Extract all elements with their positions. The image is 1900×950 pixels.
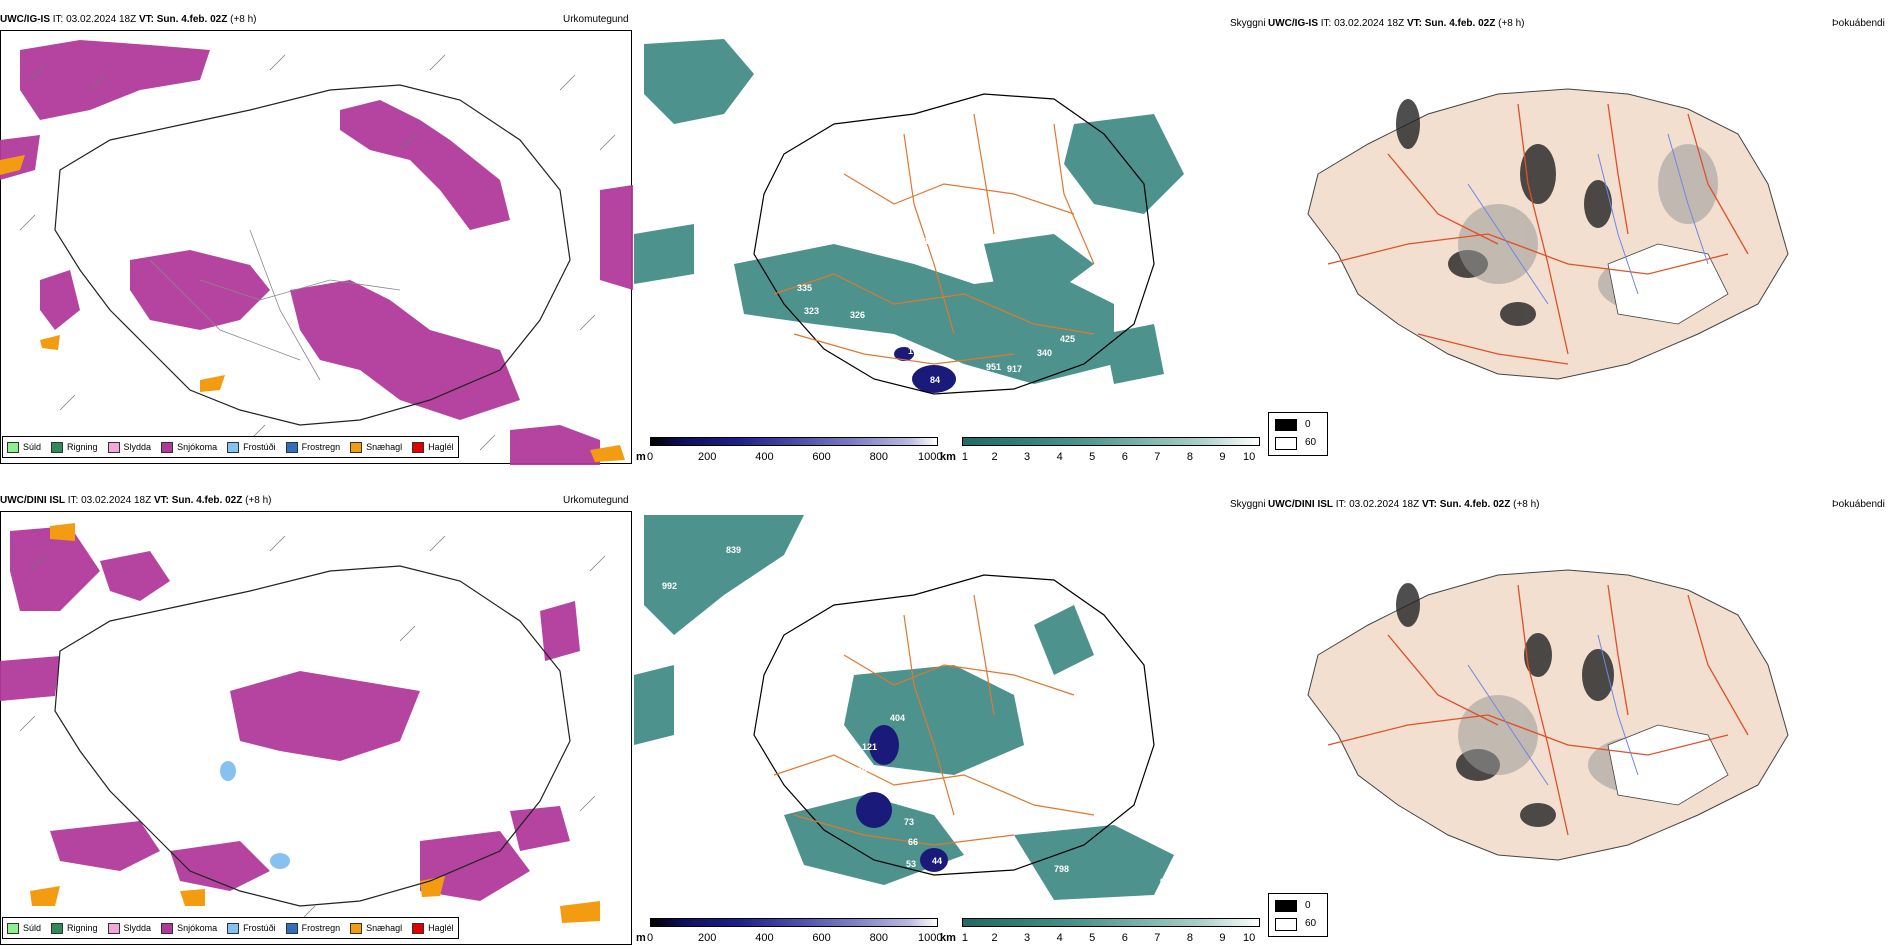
fog-legend-min-swatch [1275,437,1297,450]
vis-label: 852 [1242,204,1257,214]
vis-label: 839 [726,545,741,555]
panel-header: UWC/DINI ISL IT: 03.02.2024 18Z VT: Sun.… [1268,499,1540,510]
visibility-panel-top: Skyggni 915 421 335 323 326 [634,14,1267,465]
visibility-panel-bottom: Skyggni 839 992 404 103 121 [634,495,1267,946]
fog-legend: 0 60 [1268,412,1328,456]
fog-legend-min-label: 60 [1305,918,1317,929]
precip-type-legend: Súld Rigning Slydda Snjókoma Frostúði Fr… [2,436,459,458]
vis-label: 335 [797,283,812,293]
legend-item-freezing-rain: Frostregn [285,441,340,453]
visibility-unit: km [940,451,956,463]
precipitation-map [0,511,632,945]
fog-legend-min-swatch [1275,918,1297,931]
vis-label: 915 [794,74,809,84]
visibility-map: 915 421 335 323 326 172 951 917 969 940 … [634,39,1257,415]
vis-label: 73 [904,817,914,827]
legend-item-snow: Snjókoma [161,441,217,453]
ceiling-colorbar: m 0 200 400 600 800 1000 [636,437,943,465]
vis-label: 992 [662,581,677,591]
vis-label: 66 [908,837,918,847]
legend-item-drizzle: Súld [7,922,41,934]
vis-label: 404 [890,713,905,723]
vis-label: 172 [908,346,923,356]
vis-label: 340 [1037,348,1052,358]
visibility-colorbar: km 1 2 3 4 5 6 7 8 9 10 [940,918,1265,946]
panel-title: Skyggni [1230,499,1266,510]
visibility-colorbar: km 1 2 3 4 5 6 7 8 9 10 [940,437,1265,465]
panel-title: Úrkomutegund [563,495,629,506]
vis-label: 951 [986,362,1001,372]
legend-item-freezing-drizzle: Frostúði [227,922,276,934]
fog-legend-max-label: 0 [1305,900,1311,911]
panel-header: UWC/IG-IS IT: 03.02.2024 18Z VT: Sun. 4.… [0,14,257,25]
precip-type-legend: Súld Rigning Slydda Snjókoma Frostúði Fr… [2,917,459,939]
legend-item-snow-pellets: Snæhagl [350,922,402,934]
fog-indicator-map [1307,569,1789,861]
legend-item-hail: Haglél [412,441,454,453]
visibility-color-ramp [962,918,1260,927]
legend-item-hail: Haglél [412,922,454,934]
visibility-unit: km [940,932,956,944]
vis-label: 84 [930,375,940,385]
precipitation-map [0,30,633,465]
vis-label: 323 [804,306,819,316]
legend-item-rain: Rigning [51,922,98,934]
legend-item-snow-pellets: Snæhagl [350,441,402,453]
legend-item-freezing-drizzle: Frostúði [227,441,276,453]
vis-label: 44 [932,856,942,866]
vis-label: 917 [1007,364,1022,374]
visibility-map: 839 992 404 103 121 109 73 66 53 44 798 … [634,515,1175,900]
legend-item-sleet: Slydda [107,441,151,453]
panel-header: UWC/DINI ISL IT: 03.02.2024 18Z VT: Sun.… [0,495,272,506]
ceiling-colorbar: m 0 200 400 600 800 1000 [636,918,943,946]
fog-panel-bottom: UWC/DINI ISL IT: 03.02.2024 18Z VT: Sun.… [1268,495,1900,946]
fog-legend-min-label: 60 [1305,437,1317,448]
legend-item-sleet: Slydda [107,922,151,934]
ceiling-unit: m [636,932,646,944]
panel-title: Úrkomutegund [563,14,629,25]
vis-label: 969 [1034,388,1049,398]
fog-legend-max-swatch [1275,900,1297,912]
vis-label: 940 [1086,383,1101,393]
vis-label: 421 [914,236,929,246]
vis-label: 798 [1054,864,1069,874]
fog-panel-top: UWC/IG-IS IT: 03.02.2024 18Z VT: Sun. 4.… [1268,14,1900,465]
panel-title: Skyggni [1230,18,1266,29]
vis-label: 109 [852,766,867,776]
precip-panel-top: UWC/IG-IS IT: 03.02.2024 18Z VT: Sun. 4.… [0,14,633,465]
panel-title: Þokuábendi [1832,499,1885,510]
fog-legend-max-swatch [1275,419,1297,431]
precip-panel-bottom: UWC/DINI ISL IT: 03.02.2024 18Z VT: Sun.… [0,495,633,946]
vis-label: 121 [862,742,877,752]
ceiling-color-ramp [650,918,938,927]
vis-label: 103 [844,745,859,755]
vis-label: 326 [850,310,865,320]
legend-item-freezing-rain: Frostregn [285,922,340,934]
fog-legend-max-label: 0 [1305,419,1311,430]
ceiling-color-ramp [650,437,938,446]
legend-item-snow: Snjókoma [161,922,217,934]
panel-header: UWC/IG-IS IT: 03.02.2024 18Z VT: Sun. 4.… [1268,18,1525,29]
vis-label: 92 [1062,794,1072,804]
fog-legend: 0 60 [1268,893,1328,937]
legend-item-rain: Rigning [51,441,98,453]
ceiling-unit: m [636,451,646,463]
legend-item-drizzle: Súld [7,441,41,453]
vis-label: 979 [1160,877,1175,887]
panel-title: Þokuábendi [1832,18,1885,29]
vis-label: 884 [1234,178,1249,188]
fog-indicator-map [1307,88,1789,380]
vis-label: 53 [906,859,916,869]
visibility-color-ramp [962,437,1260,446]
vis-label: 425 [1060,334,1075,344]
vis-label: 989 [1221,405,1236,415]
